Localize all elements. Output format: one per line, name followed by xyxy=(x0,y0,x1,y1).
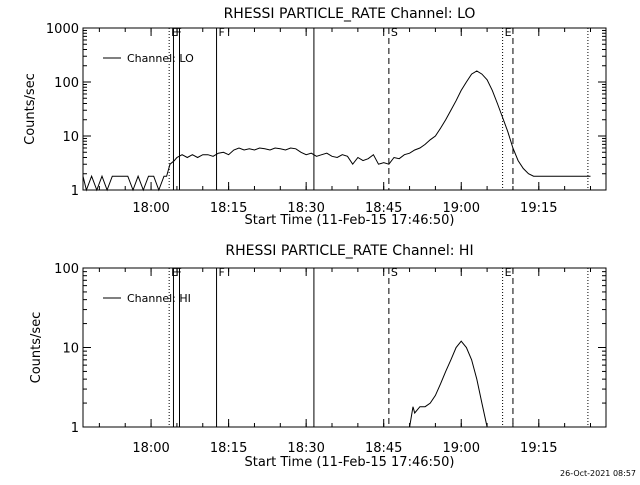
y-tick-label: 1 xyxy=(71,184,79,199)
x-tick-label: 18:00 xyxy=(132,201,169,216)
x-axis-label: Start Time (11-Feb-15 17:46:50) xyxy=(245,213,455,228)
event-marker-label: E xyxy=(171,266,178,279)
x-tick-label: 19:15 xyxy=(520,201,557,216)
x-tick-label: 18:45 xyxy=(365,441,402,456)
event-marker-label: F xyxy=(175,266,181,279)
x-tick-label: 18:45 xyxy=(365,201,402,216)
legend-label: Channel: HI xyxy=(127,292,191,305)
event-marker-label: E xyxy=(505,26,512,39)
footer-date: 26-Oct-2021 08:57 xyxy=(560,469,636,478)
y-tick-label: 1000 xyxy=(46,22,79,37)
legend-label: Channel: LO xyxy=(127,52,194,65)
event-marker-label: F xyxy=(219,26,225,39)
x-tick-label: 19:00 xyxy=(443,441,480,456)
series-line xyxy=(409,340,488,428)
x-tick-label: 19:15 xyxy=(520,441,557,456)
event-marker-label: E xyxy=(505,266,512,279)
event-marker-label: S xyxy=(391,26,398,39)
y-tick-label: 100 xyxy=(54,76,79,91)
y-axis-label: Counts/sec xyxy=(29,312,44,384)
x-tick-label: 18:15 xyxy=(210,201,247,216)
x-tick-label: 18:30 xyxy=(287,441,324,456)
x-axis-label: Start Time (11-Feb-15 17:46:50) xyxy=(245,455,455,470)
y-tick-label: 100 xyxy=(54,262,79,277)
chart-title: RHESSI PARTICLE_RATE Channel: LO xyxy=(224,6,476,22)
plot-frame xyxy=(82,27,607,191)
x-tick-label: 18:00 xyxy=(132,441,169,456)
y-tick-label: 10 xyxy=(62,342,79,357)
event-marker-label: S xyxy=(391,266,398,279)
event-marker-label: E xyxy=(171,26,178,39)
chart-title: RHESSI PARTICLE_RATE Channel: HI xyxy=(225,243,473,259)
x-tick-label: 19:00 xyxy=(443,201,480,216)
y-tick-label: 10 xyxy=(62,130,79,145)
y-tick-label: 1 xyxy=(71,421,79,436)
event-marker-label: F xyxy=(219,266,225,279)
series-line xyxy=(82,70,591,192)
y-axis-label: Counts/sec xyxy=(23,73,38,145)
x-tick-label: 18:30 xyxy=(287,201,324,216)
x-tick-label: 18:15 xyxy=(210,441,247,456)
event-marker-label: F xyxy=(175,26,181,39)
